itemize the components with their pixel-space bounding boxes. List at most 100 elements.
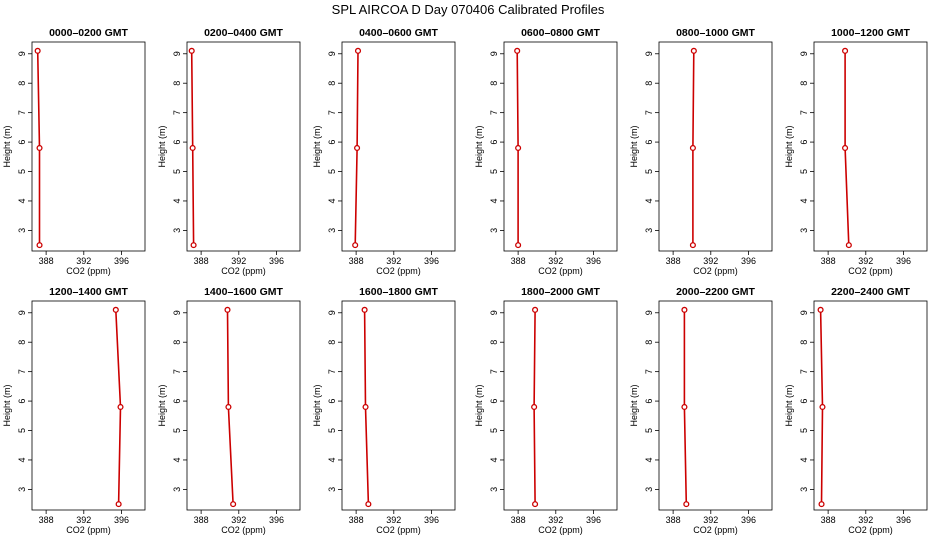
profile-point <box>532 306 539 313</box>
y-axis-label: Height (m) <box>2 384 12 426</box>
x-tick-label: 392 <box>386 515 401 525</box>
x-tick-label: 388 <box>666 256 681 266</box>
y-tick-label: 7 <box>489 369 499 374</box>
y-tick-label: 6 <box>17 399 27 404</box>
y-tick-label: 7 <box>327 369 337 374</box>
y-tick-label: 6 <box>489 140 499 145</box>
x-tick-label: 392 <box>703 515 718 525</box>
y-tick-label: 3 <box>644 228 654 233</box>
profile-panel-1: 0000–0200 GMT 388 392 396 3 4 5 6 7 8 9 CO2 (ppm) He… <box>2 27 146 276</box>
profile-point <box>818 501 825 508</box>
y-tick-label: 3 <box>799 228 809 233</box>
y-tick-label: 7 <box>327 110 337 115</box>
y-tick-label: 6 <box>327 140 337 145</box>
y-tick-label: 6 <box>644 399 654 404</box>
x-tick-label: 388 <box>194 515 209 525</box>
y-tick-label: 4 <box>799 198 809 203</box>
y-tick-label: 3 <box>17 228 27 233</box>
y-tick-label: 8 <box>172 340 182 345</box>
profile-point <box>681 306 688 313</box>
profile-point <box>36 242 43 249</box>
y-tick-label: 8 <box>644 81 654 86</box>
y-tick-label: 5 <box>489 428 499 433</box>
y-tick-label: 9 <box>17 51 27 56</box>
profile-panel-2: 0200–0400 GMT 388 392 396 3 4 5 6 7 8 9 CO2 (ppm) He… <box>157 27 301 276</box>
profile-point <box>689 144 696 152</box>
y-tick-label: 9 <box>799 51 809 56</box>
y-tick-label: 4 <box>799 457 809 462</box>
x-tick-label: 396 <box>586 515 601 525</box>
profile-panel-12: 2200–2400 GMT 388 392 396 3 4 5 6 7 8 9 CO2 (ppm) He… <box>784 286 928 535</box>
profile-point <box>117 403 124 411</box>
x-tick-label: 388 <box>39 256 54 266</box>
y-tick-label: 9 <box>644 310 654 315</box>
profile-point <box>188 47 195 54</box>
profile-point <box>532 501 539 508</box>
y-tick-label: 3 <box>489 487 499 492</box>
x-tick-label: 388 <box>194 256 209 266</box>
panel-title: 1200–1400 GMT <box>49 286 128 298</box>
profile-panel-10: 1800–2000 GMT 388 392 396 3 4 5 6 7 8 9 CO2 (ppm) He… <box>474 286 618 535</box>
profile-point <box>34 47 41 54</box>
x-axis-label: CO2 (ppm) <box>66 266 111 276</box>
profile-point <box>817 306 824 313</box>
profile-panel-6: 1000–1200 GMT 388 392 396 3 4 5 6 7 8 9 CO2 (ppm) He… <box>784 27 928 276</box>
y-tick-label: 5 <box>17 169 27 174</box>
y-tick-label: 4 <box>172 198 182 203</box>
y-tick-label: 9 <box>799 310 809 315</box>
y-tick-label: 8 <box>17 81 27 86</box>
x-tick-label: 388 <box>666 515 681 525</box>
y-tick-label: 3 <box>172 487 182 492</box>
y-tick-label: 8 <box>327 340 337 345</box>
plot-frame <box>503 41 618 252</box>
profile-panel-3: 0400–0600 GMT 388 392 396 3 4 5 6 7 8 9 CO2 (ppm) He… <box>312 27 456 276</box>
profile-panel-8: 1400–1600 GMT 388 392 396 3 4 5 6 7 8 9 CO2 (ppm) He… <box>157 286 301 535</box>
x-tick-label: 396 <box>114 256 129 266</box>
x-tick-label: 392 <box>858 515 873 525</box>
panel-title: 0400–0600 GMT <box>359 27 438 39</box>
y-tick-label: 9 <box>172 51 182 56</box>
profile-point <box>845 242 852 249</box>
plot-frame <box>813 41 928 252</box>
y-tick-label: 9 <box>17 310 27 315</box>
panel-title: 2200–2400 GMT <box>831 286 910 298</box>
x-tick-label: 388 <box>39 515 54 525</box>
x-tick-label: 396 <box>896 515 911 525</box>
x-axis-label: CO2 (ppm) <box>538 525 583 535</box>
profile-panel-11: 2000–2200 GMT 388 392 396 3 4 5 6 7 8 9 CO2 (ppm) He… <box>629 286 773 535</box>
panel-title: 0600–0800 GMT <box>521 27 600 39</box>
x-tick-label: 396 <box>424 256 439 266</box>
y-tick-label: 4 <box>489 198 499 203</box>
profile-point <box>224 306 231 313</box>
y-tick-label: 5 <box>172 169 182 174</box>
y-tick-label: 7 <box>644 110 654 115</box>
plot-frame <box>658 41 773 252</box>
y-tick-label: 4 <box>17 198 27 203</box>
x-axis-label: CO2 (ppm) <box>848 525 893 535</box>
x-tick-label: 388 <box>821 515 836 525</box>
y-axis-label: Height (m) <box>629 125 639 167</box>
x-tick-label: 388 <box>349 256 364 266</box>
x-tick-label: 396 <box>114 515 129 525</box>
panel-title: 2000–2200 GMT <box>676 286 755 298</box>
y-axis-label: Height (m) <box>157 125 167 167</box>
figure-title: SPL AIRCOA D Day 070406 Calibrated Profi… <box>332 2 605 17</box>
x-tick-label: 392 <box>548 515 563 525</box>
profile-point <box>842 47 849 54</box>
profile-point <box>681 403 688 411</box>
y-tick-label: 5 <box>172 428 182 433</box>
x-tick-label: 392 <box>231 515 246 525</box>
plot-frame <box>341 41 456 252</box>
profile-point <box>352 242 359 249</box>
x-tick-label: 396 <box>741 256 756 266</box>
y-tick-label: 8 <box>799 340 809 345</box>
y-tick-label: 8 <box>327 81 337 86</box>
x-tick-label: 392 <box>231 256 246 266</box>
y-axis-label: Height (m) <box>312 384 322 426</box>
x-axis-label: CO2 (ppm) <box>848 266 893 276</box>
profile-point <box>361 306 368 313</box>
x-axis-label: CO2 (ppm) <box>376 266 421 276</box>
x-tick-label: 396 <box>269 515 284 525</box>
panel-title: 1800–2000 GMT <box>521 286 600 298</box>
profile-point <box>689 242 696 249</box>
